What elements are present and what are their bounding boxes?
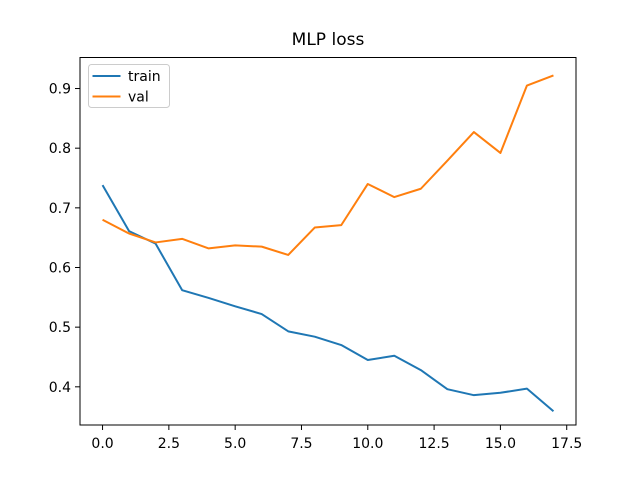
y-tick-label-3: 0.7	[49, 201, 71, 217]
x-tick-label-5: 12.5	[419, 436, 450, 452]
x-tick-label-4: 10.0	[352, 436, 383, 452]
plot-area: 0.0 2.5 5.0 7.5 10.0 12.5 15.0 17.5 0.4 0.5 0.6 0.7…	[49, 57, 582, 452]
chart-title: MLP loss	[292, 30, 365, 50]
legend-label-train: train	[128, 69, 161, 85]
x-tick-label-1: 2.5	[158, 436, 180, 452]
x-tick-label-3: 7.5	[290, 436, 312, 452]
line-val	[102, 74, 554, 256]
y-tick-label-2: 0.6	[49, 261, 71, 277]
y-tick-label-0: 0.4	[49, 380, 71, 396]
x-tick-label-7: 17.5	[551, 436, 582, 452]
axes-spines	[79, 57, 577, 426]
legend-label-val: val	[128, 90, 149, 106]
line-train	[101, 184, 555, 413]
y-tick-label-4: 0.8	[49, 141, 71, 157]
x-tick-label-2: 5.0	[224, 436, 246, 452]
x-tick-label-6: 15.0	[485, 436, 516, 452]
x-tick-label-0: 0.0	[91, 436, 113, 452]
legend: train val	[88, 64, 170, 108]
y-tick-label-1: 0.5	[49, 320, 71, 336]
y-tick-label-5: 0.9	[49, 82, 71, 98]
